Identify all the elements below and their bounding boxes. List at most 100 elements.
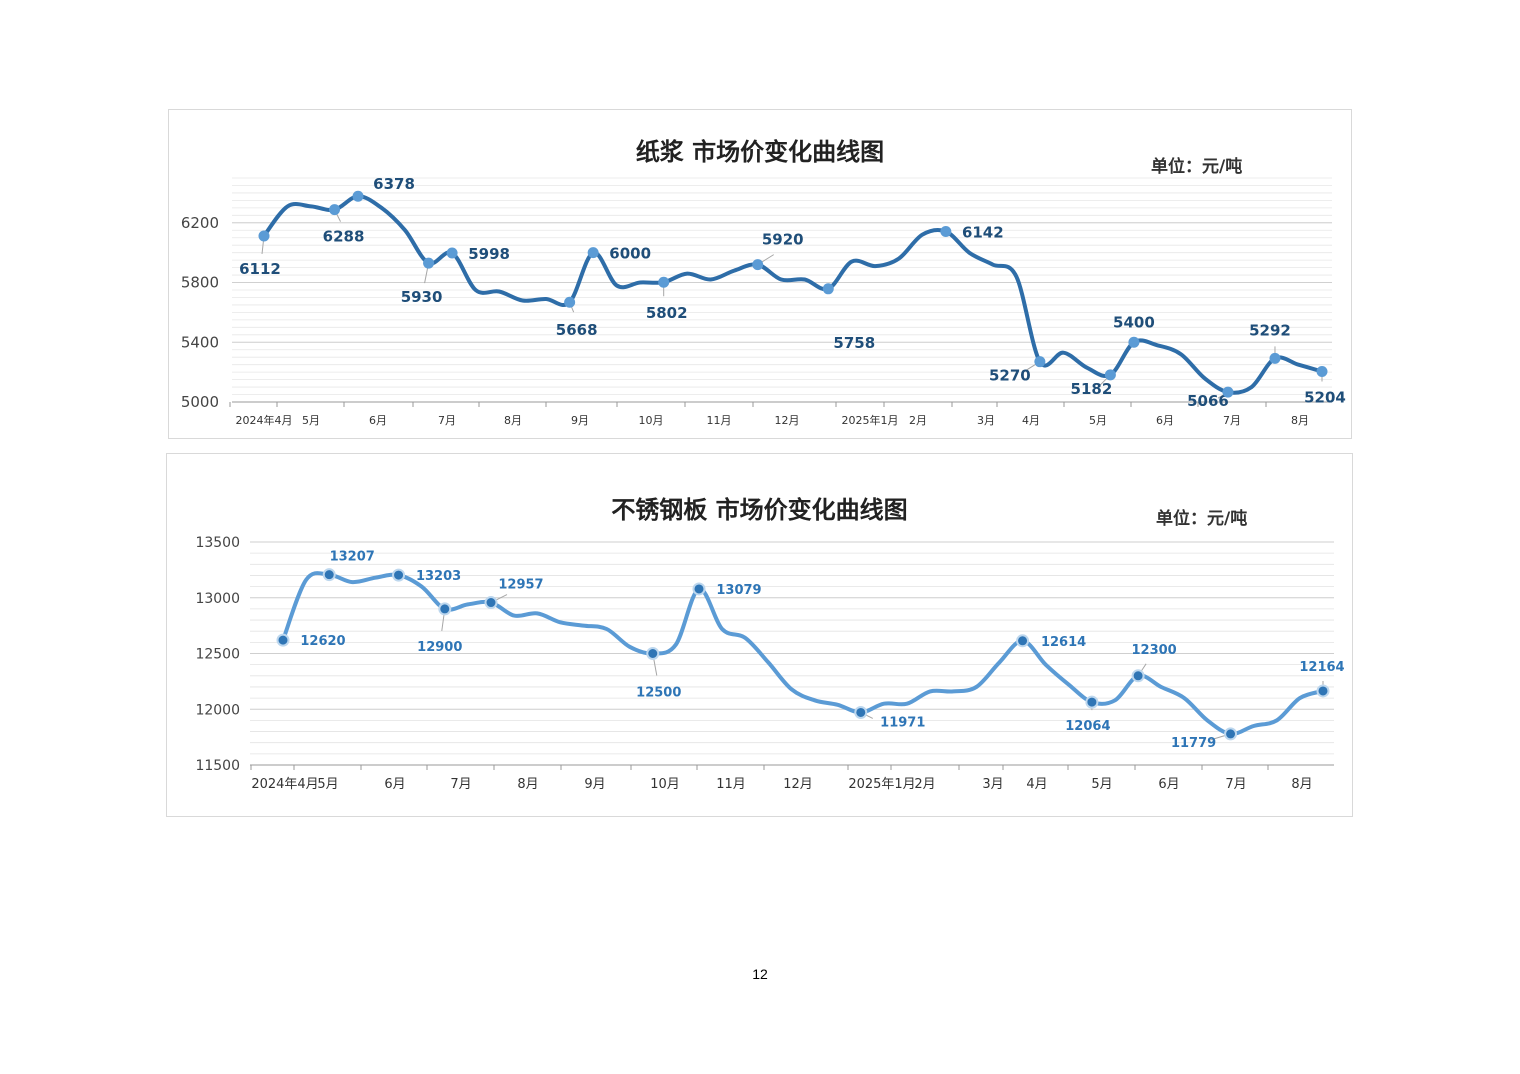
x-tick-label: 12月 xyxy=(783,777,813,792)
x-tick-label: 2025年1月 xyxy=(848,777,915,792)
data-point xyxy=(692,582,706,596)
data-point xyxy=(1128,336,1140,348)
y-tick-label: 13000 xyxy=(195,591,240,607)
y-tick-label: 5800 xyxy=(181,274,219,292)
data-label: 5400 xyxy=(1113,313,1155,331)
data-point xyxy=(484,596,498,610)
x-axis: 2024年4月 5月 6月 7月 8月 9月 10月 11月 12月 2025年1月 2月 3月 4月 5… xyxy=(229,401,1332,427)
data-label: 13207 xyxy=(330,550,375,565)
minor-gridlines xyxy=(232,177,1332,403)
data-point xyxy=(1316,684,1330,698)
series-line xyxy=(262,194,1324,395)
pulp-chart-title: 纸浆 市场价变化曲线图 xyxy=(635,138,885,166)
x-tick-label: 7月 xyxy=(450,777,471,792)
data-point xyxy=(822,283,834,295)
data-label: 11779 xyxy=(1171,736,1216,751)
data-point xyxy=(423,257,435,269)
data-point xyxy=(329,204,341,216)
data-point xyxy=(1034,356,1046,368)
x-tick-label: 9月 xyxy=(571,414,589,427)
pulp-chart-panel: 纸浆 市场价变化曲线图 单位：元/吨 5000 5400 5800 6200 2024年… xyxy=(168,109,1352,439)
y-tick-label: 5400 xyxy=(181,333,219,351)
y-tick-label: 13500 xyxy=(195,535,240,551)
x-tick-label: 4月 xyxy=(1022,414,1040,427)
data-label: 5066 xyxy=(1187,392,1229,410)
x-tick-label: 5月 xyxy=(1091,777,1112,792)
data-point xyxy=(646,647,660,660)
x-tick-label: 8月 xyxy=(1291,414,1309,427)
x-tick-label: 5月 xyxy=(317,777,338,792)
data-label: 5998 xyxy=(468,245,510,263)
data-labels: 12620 13207 13203 12900 12957 12500 13079 11971… xyxy=(300,550,1344,751)
data-point xyxy=(1224,727,1238,741)
data-point xyxy=(752,259,764,271)
x-tick-label: 3月 xyxy=(977,414,995,427)
data-point xyxy=(322,568,336,582)
y-tick-label: 12000 xyxy=(195,702,240,718)
x-tick-label: 11月 xyxy=(716,777,746,792)
steel-chart-title: 不锈钢板 市场价变化曲线图 xyxy=(611,496,908,524)
x-tick-label: 12月 xyxy=(775,414,800,427)
page-number: 12 xyxy=(752,966,768,982)
x-tick-label: 3月 xyxy=(982,777,1003,792)
data-label: 5930 xyxy=(401,288,443,306)
data-point xyxy=(1222,386,1234,398)
x-tick-label: 7月 xyxy=(1223,414,1241,427)
data-label: 12614 xyxy=(1041,635,1086,650)
data-point xyxy=(1104,369,1116,381)
data-label: 12957 xyxy=(498,578,543,593)
data-point xyxy=(1085,695,1099,709)
x-tick-label: 4月 xyxy=(1026,777,1047,792)
data-label: 11971 xyxy=(880,715,925,730)
data-point xyxy=(258,230,270,242)
data-point xyxy=(854,705,868,719)
x-tick-label: 9月 xyxy=(584,777,605,792)
y-tick-label: 5000 xyxy=(181,393,219,411)
x-tick-label: 6月 xyxy=(1158,777,1179,792)
x-tick-label: 5月 xyxy=(302,414,320,427)
data-label: 5758 xyxy=(833,334,875,352)
data-label: 6112 xyxy=(239,260,281,278)
y-tick-label: 12500 xyxy=(195,647,240,663)
data-label: 12900 xyxy=(417,640,462,655)
x-tick-label: 2024年4月 xyxy=(236,413,293,427)
data-point xyxy=(587,247,599,259)
series-line xyxy=(281,571,1325,736)
y-tick-label: 11500 xyxy=(195,758,240,774)
x-tick-label: 2月 xyxy=(914,777,935,792)
x-tick-label: 8月 xyxy=(504,414,522,427)
data-label: 5182 xyxy=(1071,380,1113,398)
x-tick-label: 2月 xyxy=(909,414,927,427)
pulp-unit-label: 单位：元/吨 xyxy=(1151,157,1243,177)
data-label: 5270 xyxy=(989,367,1031,385)
data-point xyxy=(1316,366,1328,378)
data-label: 6288 xyxy=(323,228,365,246)
data-label: 12164 xyxy=(1299,660,1344,675)
data-label: 12620 xyxy=(300,634,345,649)
data-label: 5668 xyxy=(556,321,598,339)
x-tick-label: 7月 xyxy=(438,414,456,427)
data-label: 6000 xyxy=(609,245,651,263)
x-tick-label: 10月 xyxy=(639,414,664,427)
data-point xyxy=(1131,669,1145,683)
steel-unit-label: 单位：元/吨 xyxy=(1156,509,1248,529)
x-tick-label: 8月 xyxy=(1291,777,1312,792)
data-label: 5920 xyxy=(762,231,804,249)
x-tick-label: 5月 xyxy=(1089,414,1107,427)
data-point xyxy=(1269,352,1281,364)
data-label: 6142 xyxy=(962,223,1004,241)
x-tick-label: 11月 xyxy=(707,414,732,427)
data-label: 5204 xyxy=(1304,389,1346,407)
data-label: 5802 xyxy=(646,304,688,322)
data-point xyxy=(392,568,406,582)
steel-chart-panel: 不锈钢板 市场价变化曲线图 单位：元/吨 11500 12000 12500 1300… xyxy=(166,453,1353,817)
y-tick-label: 6200 xyxy=(181,214,219,232)
data-point xyxy=(352,190,364,202)
data-point xyxy=(438,602,452,616)
x-tick-label: 6月 xyxy=(369,414,387,427)
x-tick-label: 2025年1月 xyxy=(842,413,899,427)
data-point xyxy=(1016,634,1030,648)
x-tick-label: 2024年4月 xyxy=(251,777,318,792)
data-label: 13079 xyxy=(716,583,761,598)
